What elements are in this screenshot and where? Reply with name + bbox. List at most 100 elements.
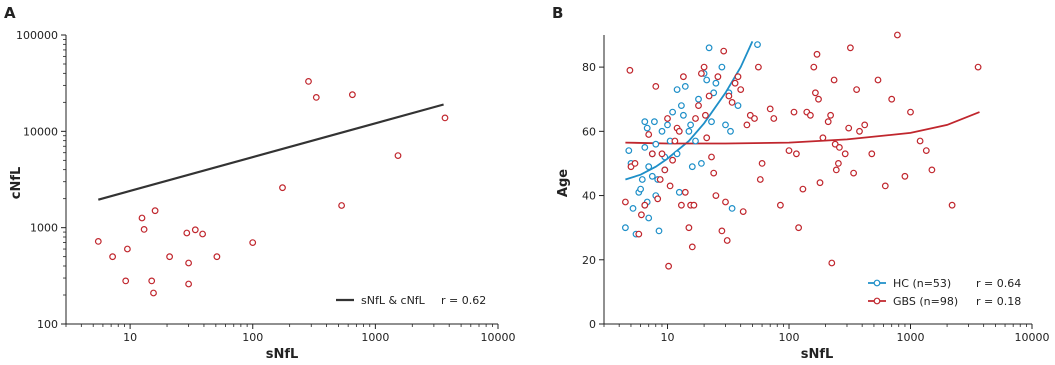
- data-point: [692, 137, 699, 145]
- data-point: [638, 211, 645, 219]
- x-tick-label: 10000: [1015, 331, 1050, 344]
- data-point: [655, 227, 663, 235]
- panel-b-fit-lines: [625, 41, 980, 181]
- panel-a-legend: sNfL & cNfL r = 0.62: [336, 294, 486, 307]
- data-point: [739, 208, 747, 216]
- data-point: [665, 262, 672, 270]
- data-point: [680, 73, 687, 81]
- data-point: [710, 89, 718, 97]
- panel-b-points: [622, 31, 982, 270]
- data-point: [635, 230, 643, 238]
- panel-a-x-axis-title: sNfL: [266, 347, 299, 362]
- fit-line: [98, 103, 444, 201]
- legend-marker: [873, 279, 881, 287]
- x-tick-label: 10: [661, 331, 675, 344]
- data-point: [666, 182, 674, 190]
- data-point: [648, 150, 656, 158]
- data-point: [700, 63, 708, 71]
- data-point: [641, 201, 649, 209]
- data-point: [816, 179, 824, 187]
- data-point: [645, 214, 653, 222]
- data-point: [641, 143, 649, 151]
- data-point: [312, 93, 320, 101]
- data-point: [785, 147, 793, 155]
- data-point: [850, 169, 857, 177]
- data-point: [705, 44, 713, 52]
- panel-b-letter: B: [552, 4, 563, 22]
- data-point: [673, 86, 681, 93]
- x-tick-label: 10: [123, 331, 137, 344]
- data-point: [703, 134, 711, 142]
- data-point: [690, 201, 698, 209]
- data-point: [758, 159, 766, 167]
- legend-stat: r = 0.18: [976, 295, 1021, 308]
- panel-a-fit-lines: [98, 103, 444, 201]
- data-point: [166, 253, 174, 261]
- data-point: [948, 201, 956, 209]
- panel-b-axes: [603, 35, 1032, 325]
- data-point: [654, 195, 662, 203]
- data-point: [708, 153, 715, 161]
- data-point: [751, 115, 758, 122]
- data-point: [652, 82, 660, 90]
- data-point: [755, 63, 762, 71]
- data-point: [813, 50, 821, 58]
- data-point: [756, 176, 764, 183]
- data-point: [703, 76, 711, 84]
- data-point: [678, 102, 685, 109]
- data-point: [723, 237, 731, 244]
- data-point: [928, 166, 936, 174]
- data-point: [705, 92, 713, 100]
- data-point: [790, 108, 798, 116]
- data-point: [832, 166, 840, 174]
- data-point: [305, 77, 312, 85]
- data-point: [828, 259, 836, 267]
- panel-b-legend: HC (n=53) r = 0.64 GBS (n=98) r = 0.18: [868, 277, 1021, 308]
- data-point: [148, 277, 156, 285]
- data-point: [901, 172, 909, 180]
- data-point: [827, 111, 834, 119]
- y-tick-label: 40: [582, 190, 596, 203]
- data-point: [847, 44, 854, 52]
- fit-line: [625, 41, 754, 181]
- data-point: [685, 224, 693, 232]
- data-point: [698, 70, 705, 77]
- y-tick-label: 80: [582, 61, 596, 74]
- data-point: [675, 188, 683, 196]
- x-tick-label: 1000: [361, 331, 389, 344]
- data-point: [907, 108, 914, 116]
- data-point: [687, 121, 694, 129]
- data-point: [138, 214, 146, 222]
- data-point: [673, 150, 681, 158]
- data-point: [680, 111, 687, 119]
- panel-b-x-axis-title: sNfL: [801, 347, 834, 362]
- data-point: [191, 226, 199, 234]
- data-point: [856, 127, 863, 135]
- data-point: [652, 140, 660, 148]
- panel-a-y-axis-title: cNfL: [9, 167, 24, 200]
- data-point: [658, 150, 666, 158]
- data-point: [123, 245, 131, 253]
- data-point: [631, 159, 639, 167]
- data-point: [641, 118, 649, 126]
- panel-a-letter: A: [4, 4, 16, 22]
- data-point: [183, 229, 191, 237]
- data-point: [731, 79, 739, 87]
- data-point: [626, 66, 634, 74]
- data-point: [835, 159, 842, 167]
- data-point: [714, 73, 722, 81]
- data-point: [698, 159, 705, 167]
- data-point: [279, 184, 286, 192]
- data-point: [737, 86, 745, 93]
- data-point: [718, 227, 726, 235]
- y-tick-label: 0: [589, 318, 596, 331]
- data-point: [349, 91, 356, 99]
- panel-b-y-axis-title: Age: [556, 169, 571, 197]
- y-tick-label: 60: [582, 125, 596, 138]
- panel-a: A cNfL sNfL 10 100 1000 1000010010001000010…: [4, 4, 516, 362]
- data-point: [638, 176, 646, 183]
- data-point: [681, 188, 689, 196]
- data-point: [664, 121, 671, 129]
- panel-b-ticks: 10 100 1000 10000 0 20 40 60 80: [582, 61, 1050, 344]
- data-point: [685, 127, 693, 135]
